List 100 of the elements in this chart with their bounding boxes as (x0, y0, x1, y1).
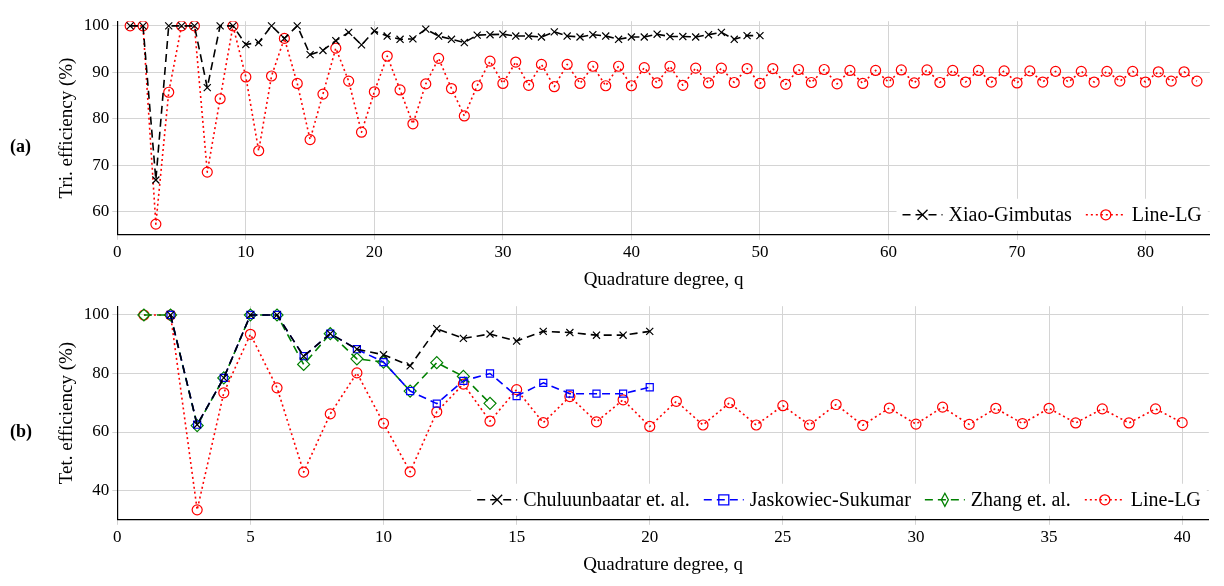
point (910, 418, 922, 430)
y-axis-title: Tet. efficiency (%) (55, 341, 78, 485)
x-tick-label: 35 (1040, 527, 1058, 547)
point (512, 391, 521, 401)
point (617, 394, 629, 406)
x-tick-label: 80 (1137, 242, 1155, 262)
x-tick-label: 70 (1008, 242, 1026, 262)
point (936, 401, 949, 413)
point (485, 329, 495, 339)
point (218, 387, 230, 399)
point (377, 417, 390, 429)
point (724, 397, 736, 409)
point (498, 30, 508, 39)
point (432, 324, 441, 333)
point (1070, 417, 1082, 429)
y-tick-label: 40 (92, 480, 110, 500)
point (627, 32, 636, 42)
point (511, 31, 520, 41)
point (704, 30, 713, 39)
point (324, 408, 336, 420)
point (293, 21, 302, 30)
x-tick-label: 30 (907, 527, 925, 547)
x-tick-label: 10 (237, 242, 255, 262)
x-tick-label: 0 (113, 527, 122, 547)
x-axis-title: Quadrature degree, q (583, 552, 744, 574)
point (190, 418, 204, 433)
x-tick-label: 10 (375, 527, 393, 547)
point (483, 396, 497, 410)
point (618, 331, 628, 340)
point (456, 369, 470, 384)
point (404, 466, 416, 478)
point (777, 400, 789, 412)
point (857, 419, 869, 431)
x-tick-label: 20 (641, 527, 659, 547)
point (485, 30, 495, 39)
point (164, 21, 173, 30)
y-tick-label: 80 (92, 108, 110, 128)
point (408, 34, 418, 43)
point (717, 28, 726, 37)
point (750, 419, 762, 431)
point (575, 32, 585, 42)
point (830, 398, 842, 411)
x-tick-label: 25 (774, 527, 792, 547)
point (1016, 417, 1029, 430)
point (511, 383, 523, 396)
point (473, 31, 482, 40)
x-tick-label: 50 (751, 242, 769, 262)
point (351, 367, 363, 379)
point (305, 50, 315, 59)
x-tick-label: 15 (508, 527, 526, 547)
text: (b) (10, 421, 32, 442)
point (645, 383, 654, 392)
x-tick-label: 40 (622, 242, 640, 262)
point (590, 416, 603, 428)
legend-label: Line-LG (1130, 488, 1201, 511)
point (1123, 417, 1135, 429)
y-tick-label: 60 (92, 421, 110, 441)
point (678, 32, 687, 41)
x-tick-label: 60 (879, 242, 897, 262)
point (1149, 403, 1162, 415)
point (990, 402, 1002, 414)
legend-label: Zhang et. al. (970, 488, 1071, 512)
point (298, 466, 310, 478)
legend-label: Chuluunbaatar et. al. (523, 488, 690, 511)
point (697, 419, 709, 431)
point (614, 35, 623, 44)
point (550, 27, 559, 37)
point (271, 382, 283, 394)
x-tick-label: 20 (365, 242, 383, 262)
point (432, 399, 441, 408)
point (484, 415, 496, 427)
point (383, 31, 392, 41)
point (203, 83, 212, 92)
y-tick-label: 80 (92, 362, 110, 382)
point (665, 32, 675, 41)
point (592, 331, 601, 340)
point (524, 31, 533, 41)
point (537, 32, 546, 42)
point (601, 31, 610, 41)
point (1176, 417, 1188, 429)
x-tick-label: 40 (1173, 527, 1191, 547)
y-tick-label: 70 (92, 154, 110, 174)
point (883, 402, 895, 414)
point (430, 356, 444, 370)
point (645, 327, 654, 336)
point (215, 21, 225, 30)
point (395, 35, 405, 44)
point (331, 36, 340, 45)
point (191, 504, 203, 516)
point (344, 28, 353, 37)
point (539, 327, 548, 336)
point (318, 46, 328, 55)
point (564, 391, 576, 403)
point (803, 419, 816, 431)
point (592, 389, 601, 398)
legend-label: Xiao-Gimbutas (948, 203, 1073, 226)
point (370, 26, 379, 36)
text: (a) (10, 136, 31, 157)
point (565, 389, 575, 398)
point (588, 30, 597, 39)
